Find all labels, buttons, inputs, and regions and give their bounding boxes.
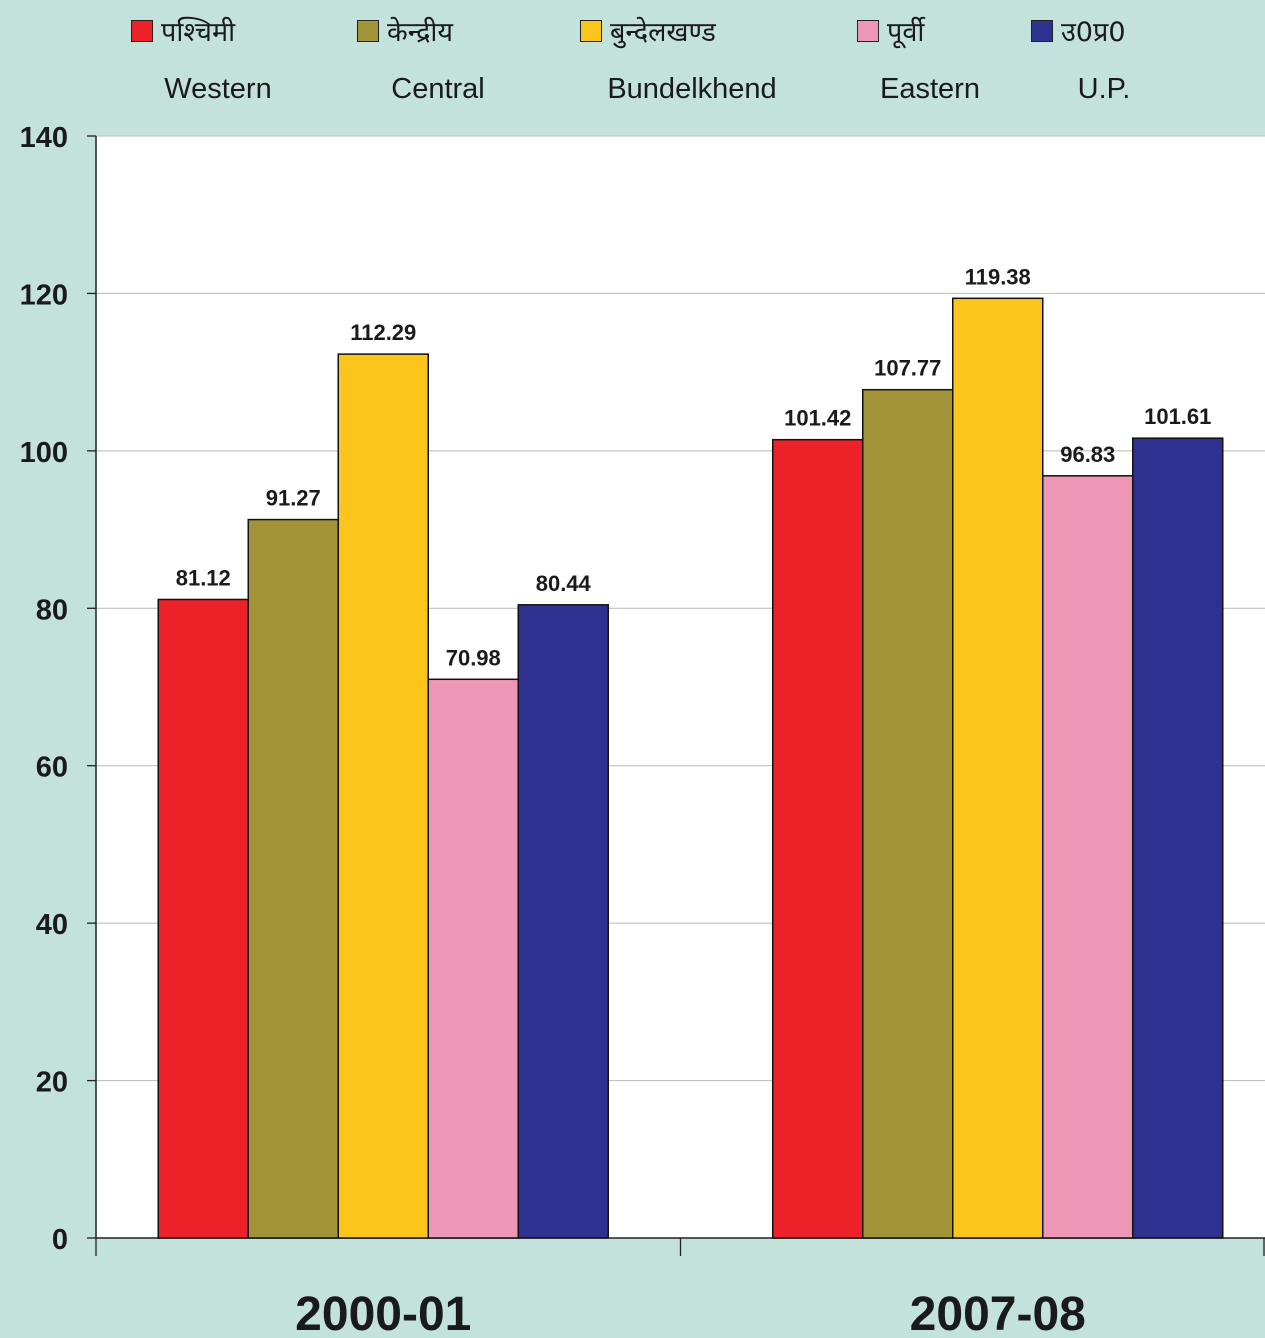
legend-item-bundelkhand: बुन्देलखण्ड — [580, 12, 716, 49]
legend-item-western: पश्चिमी — [131, 12, 235, 49]
y-tick-label-140: 140 — [20, 122, 68, 154]
data-label-western-2000-01: 81.12 — [176, 565, 231, 590]
y-tick-label-60: 60 — [36, 752, 68, 784]
bar-central-2000-01 — [247, 518, 339, 1239]
legend-label-hindi-up: उ0प्र0 — [1061, 17, 1126, 48]
data-label-up-2007-08: 101.61 — [1144, 404, 1211, 429]
bar-western-2000-01 — [157, 598, 249, 1239]
data-label-central-2000-01: 91.27 — [266, 486, 321, 511]
data-label-up-2000-01: 80.44 — [536, 571, 592, 596]
legend-swatch-up — [1031, 19, 1053, 42]
y-tick-label-20: 20 — [36, 1067, 68, 1099]
legend-item-central: केन्द्रीय — [357, 12, 453, 49]
data-label-central-2007-08: 107.77 — [874, 356, 941, 381]
bar-up-2007-08 — [1132, 437, 1224, 1239]
bar-eastern-2007-08 — [1042, 475, 1134, 1239]
bars — [157, 297, 1224, 1239]
legend-swatch-central — [357, 19, 379, 42]
y-tick-label-100: 100 — [20, 437, 68, 469]
data-label-western-2007-08: 101.42 — [784, 406, 851, 431]
x-category-label-2007-08: 2007-08 — [910, 1288, 1086, 1338]
data-label-bundelkhend-2007-08: 119.38 — [965, 264, 1031, 289]
legend-swatch-western — [131, 19, 153, 42]
y-tick-label-120: 120 — [20, 279, 68, 311]
bar-central-2007-08 — [862, 388, 954, 1239]
legend-label-english-up: U.P. — [1077, 73, 1131, 105]
bar-eastern-2000-01 — [427, 678, 519, 1239]
y-tick-label-80: 80 — [36, 594, 68, 626]
legend-label-hindi-western: पश्चिमी — [161, 17, 236, 48]
legend-swatch-eastern — [857, 19, 879, 42]
legend-item-eastern: पूर्वी — [857, 12, 924, 49]
legend-label-english-western: Western — [164, 73, 272, 105]
legend-label-hindi-eastern: पूर्वी — [887, 17, 925, 48]
legend: पश्चिमी केन्द्रीय बुन्देलखण्ड पूर्वी उ0प… — [0, 0, 1265, 120]
y-tick-label-40: 40 — [36, 909, 68, 941]
legend-label-english-bundelkhand: Bundelkhend — [607, 73, 777, 105]
bar-western-2007-08 — [772, 438, 864, 1239]
x-category-label-2000-01: 2000-01 — [295, 1288, 471, 1338]
legend-label-english-eastern: Eastern — [880, 73, 980, 105]
legend-label-english-central: Central — [391, 73, 485, 105]
data-label-eastern-2007-08: 96.83 — [1060, 442, 1115, 467]
data-labels: 81.12 91.27 112.29 70.98 80.44 101.42 107.77 11… — [176, 264, 1212, 670]
data-label-eastern-2000-01: 70.98 — [446, 645, 501, 670]
bar-bundelkhend-2007-08 — [952, 297, 1044, 1239]
legend-swatch-bundelkhand — [580, 19, 602, 42]
legend-label-hindi-central: केन्द्रीय — [387, 17, 454, 48]
bar-bundelkhend-2000-01 — [337, 353, 429, 1239]
legend-item-up: उ0प्र0 — [1031, 12, 1126, 49]
bar-up-2000-01 — [517, 604, 609, 1239]
data-label-bundelkhend-2000-01: 112.29 — [350, 320, 416, 345]
legend-label-hindi-bundelkhand: बुन्देलखण्ड — [610, 17, 716, 48]
y-tick-label-0: 0 — [52, 1224, 68, 1256]
